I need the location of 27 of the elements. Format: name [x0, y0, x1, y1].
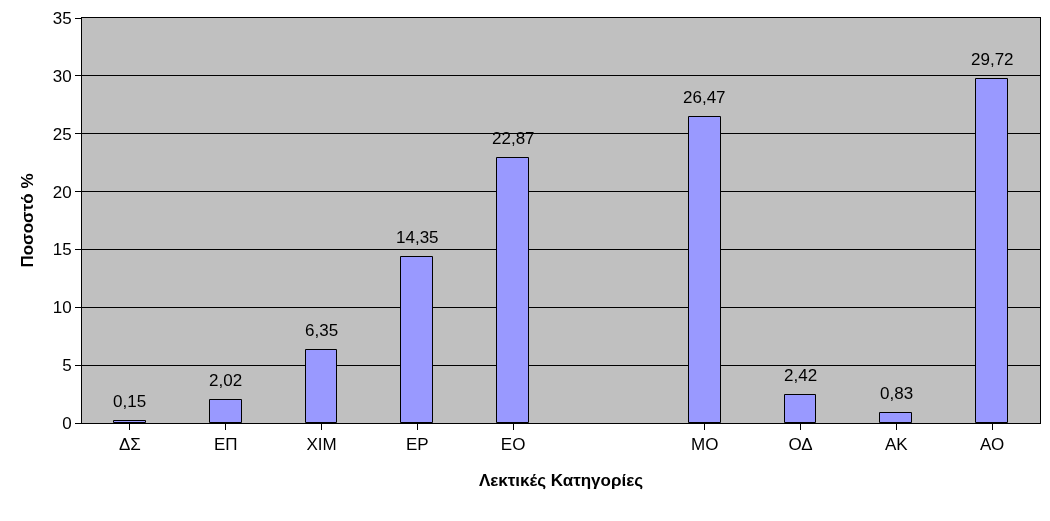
x-tick-label: ΕΟ [500, 435, 526, 455]
y-tick-label: 0 [62, 413, 72, 433]
x-tick-label: ΑΟ [979, 435, 1005, 455]
x-tick-label: ΑΚ [884, 435, 909, 455]
x-tick-label: ΟΔ [788, 435, 813, 455]
data-label: 2,02 [209, 371, 243, 390]
data-label: 0,15 [113, 392, 147, 411]
y-tick-label: 20 [52, 182, 72, 202]
y-axis-title: Ποσοστό % [18, 173, 38, 268]
y-tick-label: 5 [62, 356, 72, 376]
x-tick-label: ΕΠ [213, 435, 238, 455]
x-tick-label: ΜΟ [691, 435, 719, 455]
data-label: 26,47 [683, 88, 726, 107]
x-tick-label: ΕΡ [405, 435, 429, 455]
x-tick-label: ΔΣ [118, 435, 141, 455]
data-label: 6,35 [305, 321, 339, 340]
y-tick-label: 25 [52, 124, 72, 144]
y-tick-label: 30 [52, 66, 72, 86]
x-axis-title: Λεκτικές Κατηγορίες [478, 470, 644, 490]
x-tick-label: ΧΙΜ [306, 435, 337, 455]
y-tick-label: 10 [52, 298, 72, 318]
data-label: 14,35 [396, 228, 439, 247]
data-label: 0,83 [880, 384, 914, 403]
data-label: 29,72 [971, 50, 1014, 69]
data-label: 2,42 [784, 366, 818, 385]
y-tick-label: 15 [52, 240, 72, 260]
y-tick-label: 35 [52, 8, 72, 28]
